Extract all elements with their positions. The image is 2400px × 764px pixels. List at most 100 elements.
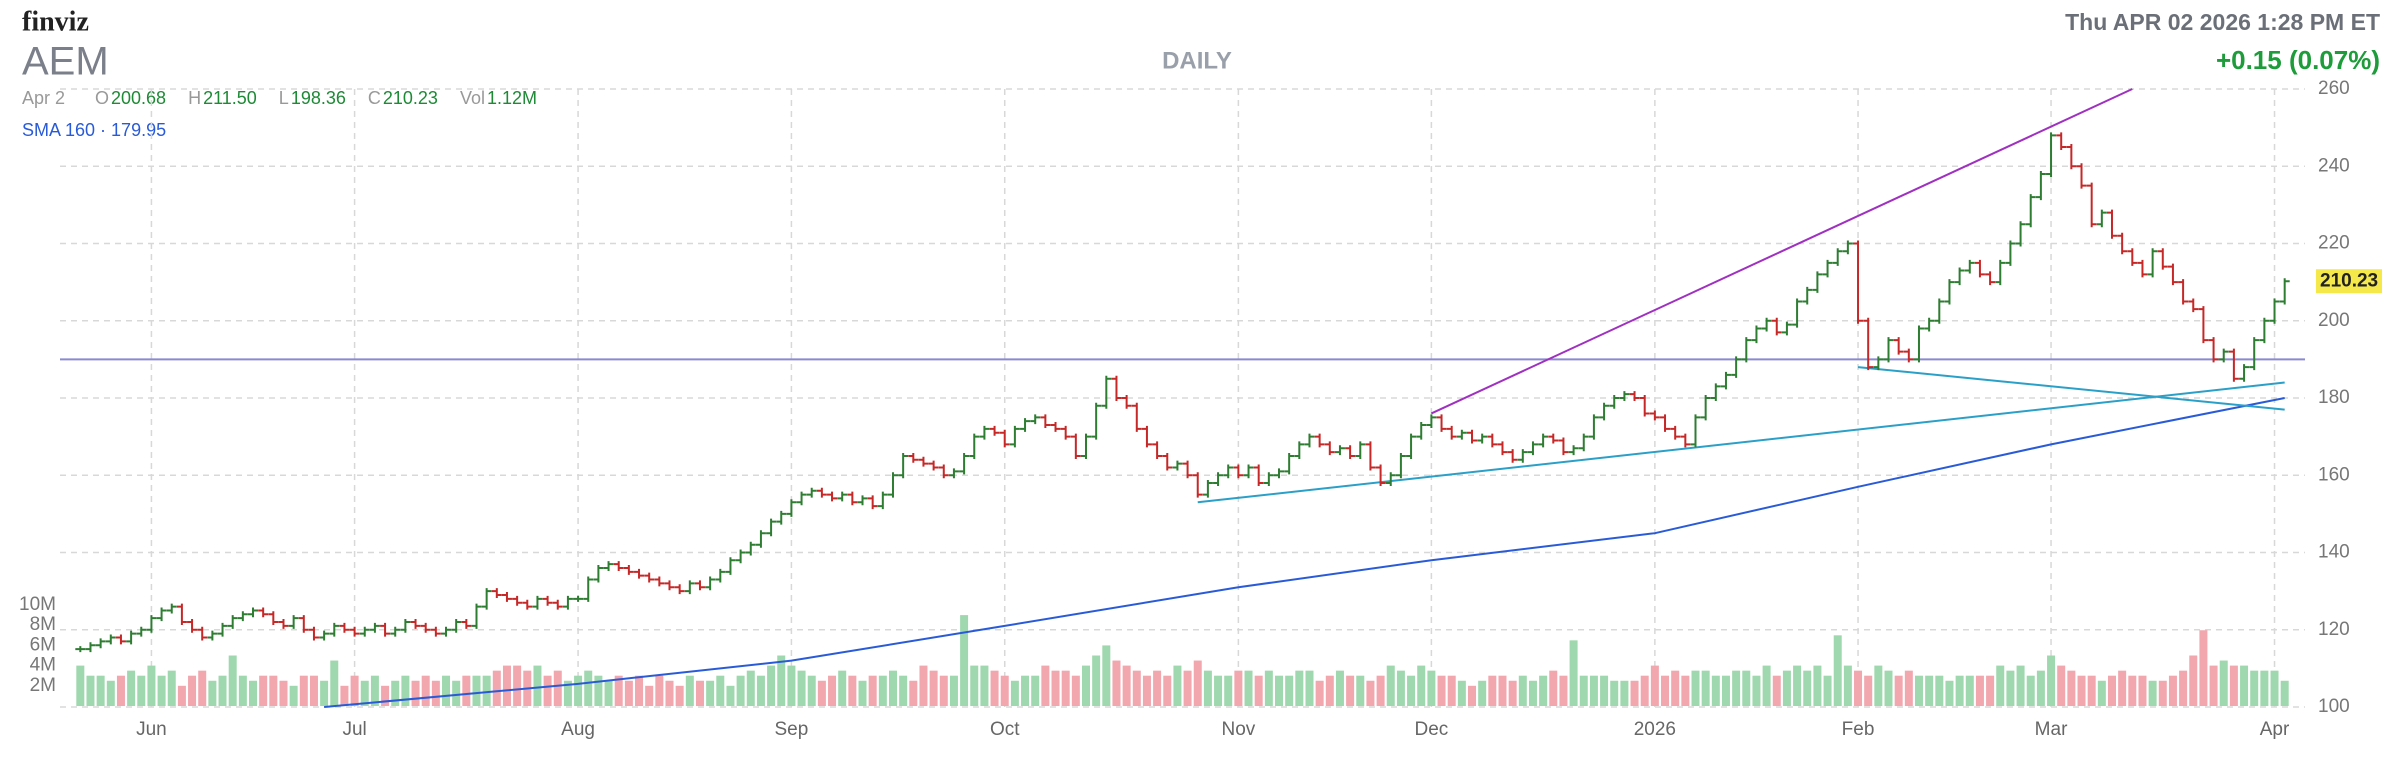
price-bar — [2147, 248, 2158, 278]
volume-bar — [949, 675, 958, 706]
price-bar — [1456, 429, 1467, 440]
volume-bar — [1752, 675, 1761, 706]
volume-bar — [1203, 670, 1212, 706]
volume-bar — [2168, 675, 2177, 706]
volume-bar — [1031, 675, 1040, 706]
price-bar — [2076, 163, 2087, 189]
price-bar — [796, 491, 807, 506]
price-bar — [2046, 132, 2057, 177]
price-bar — [410, 619, 421, 629]
x-tick-label: Feb — [1842, 719, 1875, 740]
volume-bar — [218, 675, 227, 706]
volume-bar — [919, 665, 928, 706]
volume-bar — [167, 670, 176, 706]
volume-bar — [391, 680, 400, 706]
price-bar — [1985, 271, 1996, 286]
y-tick-label: 220 — [2318, 233, 2350, 254]
datetime: Thu APR 02 2026 1:28 PM ET — [2065, 9, 2380, 35]
price-bar — [2106, 209, 2117, 239]
x-tick-label: Dec — [1414, 719, 1448, 740]
price-bar — [1741, 337, 1752, 363]
x-tick-label: Jul — [342, 719, 366, 740]
volume-bar — [1721, 675, 1730, 706]
price-bar — [928, 460, 939, 471]
price-bar — [1446, 425, 1457, 440]
volume-bar — [2006, 670, 2015, 706]
volume-bar — [1884, 670, 1893, 706]
volume-bar — [2199, 630, 2208, 706]
volume-bar — [1488, 675, 1497, 706]
price-bar — [644, 572, 655, 583]
price-bar — [1355, 441, 1366, 459]
price-bar — [2269, 298, 2280, 324]
price-bar — [1243, 464, 1254, 479]
price-bar — [1162, 452, 1173, 471]
volume-bar — [1498, 675, 1507, 706]
price-bar — [1995, 259, 2006, 286]
volume-bar — [797, 670, 806, 706]
price-bar — [207, 630, 218, 641]
volume-bar — [635, 675, 644, 706]
price-bar — [390, 626, 401, 637]
price-bar — [95, 638, 106, 649]
price-bar — [298, 615, 309, 633]
price-bar — [237, 611, 248, 622]
volume-bar — [1569, 640, 1578, 706]
price-bar — [2015, 221, 2026, 247]
x-tick-label: 2026 — [1634, 719, 1676, 740]
volume-bar — [2067, 670, 2076, 706]
price-bar — [542, 595, 553, 606]
price-bar — [2137, 259, 2148, 278]
volume-bar — [2189, 655, 2198, 706]
volume-bar — [848, 675, 857, 706]
volume-bar — [228, 655, 237, 706]
volume-bar — [655, 675, 664, 706]
price-bar — [1568, 445, 1579, 456]
price-bar — [1040, 414, 1051, 429]
price-bar — [1101, 375, 1112, 409]
volume-bar — [157, 675, 166, 706]
volume-bar — [360, 680, 369, 706]
volume-bar — [787, 665, 796, 706]
price-bar — [1619, 391, 1630, 401]
quote-value: 210.23 — [383, 88, 438, 108]
volume-bar — [1762, 665, 1771, 706]
volume-bar — [249, 680, 258, 706]
price-bar — [1081, 433, 1091, 459]
x-tick-label: Oct — [990, 719, 1020, 740]
price-bar — [1893, 337, 1904, 355]
volume-bar — [289, 685, 298, 706]
volume-bar — [1407, 675, 1416, 706]
price-bar — [461, 619, 472, 629]
brand: finviz — [22, 6, 89, 37]
volume-bar — [553, 670, 562, 706]
volume-bar — [1285, 675, 1294, 706]
price-bar — [329, 622, 340, 637]
volume-bar — [939, 675, 948, 706]
y-tick-label: 260 — [2318, 78, 2350, 99]
price-bar — [1436, 414, 1447, 432]
volume-bar — [1854, 670, 1863, 706]
volume-bar — [960, 615, 969, 706]
price-bar — [349, 626, 360, 637]
volume-bar — [888, 670, 897, 706]
price-bar — [136, 626, 147, 637]
price-bar — [2005, 240, 2016, 266]
price-bar — [1720, 371, 1731, 390]
price-bar — [827, 491, 838, 502]
price-bar — [2208, 337, 2219, 363]
volume-bar — [1000, 675, 1009, 706]
price-bar — [1202, 479, 1213, 498]
quote-key: C — [368, 88, 381, 108]
price-bar — [1588, 414, 1599, 440]
volume-bar — [2250, 670, 2259, 706]
price-bar — [1690, 414, 1701, 448]
volume-bar — [1935, 675, 1944, 706]
price-bar — [1274, 468, 1284, 479]
price-bar — [166, 603, 177, 614]
volume-bar — [980, 665, 989, 706]
volume-bar — [1874, 665, 1883, 706]
volume-bar — [330, 660, 339, 706]
y-tick-label: 140 — [2318, 542, 2350, 563]
volume-tick-label: 10M — [19, 594, 56, 615]
